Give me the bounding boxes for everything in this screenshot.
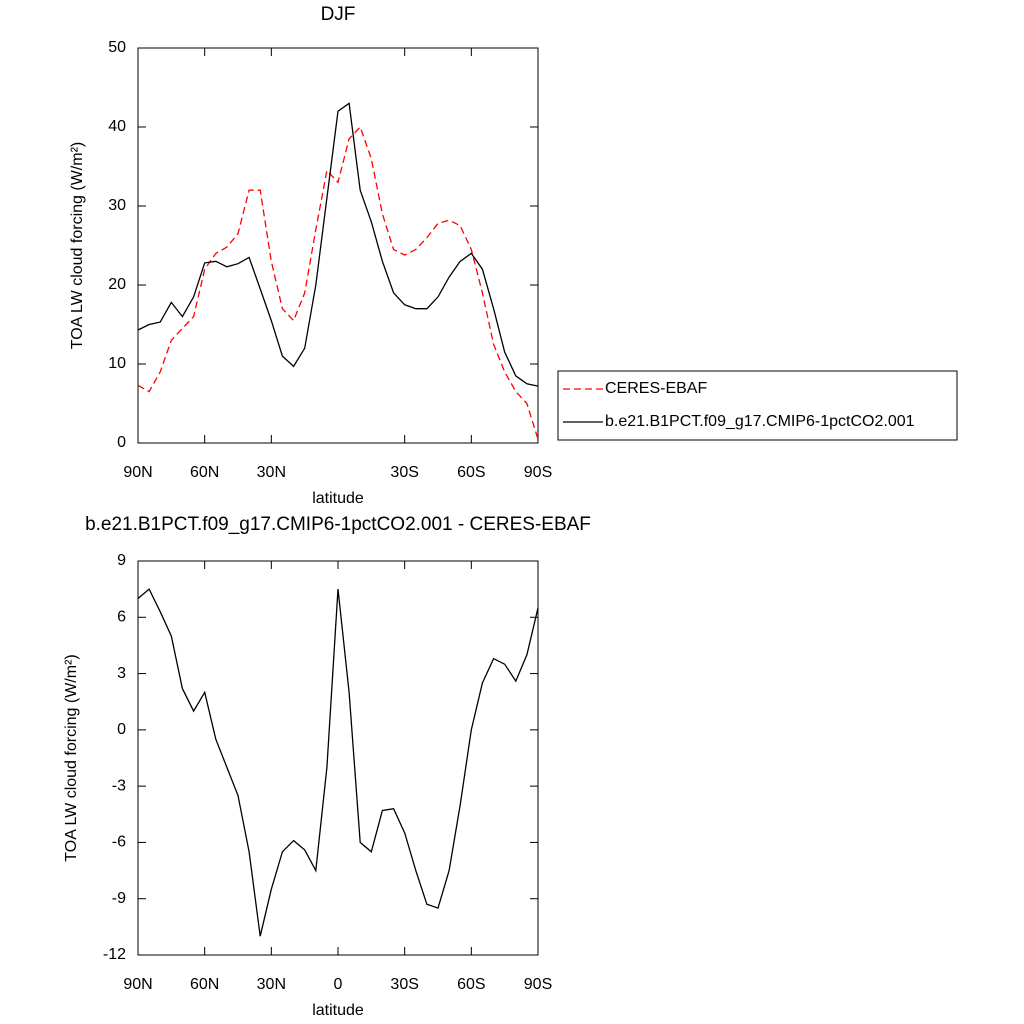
- x-tick-label: 90N: [123, 976, 152, 993]
- plot-frame: [137, 47, 539, 444]
- y-tick-label: 6: [117, 609, 126, 626]
- x-tick-label: 0: [334, 976, 343, 993]
- data-line: [137, 102, 539, 387]
- y-tick-label: 9: [117, 552, 126, 569]
- x-tick-label: 60S: [457, 464, 485, 481]
- y-tick-label: 3: [117, 665, 126, 682]
- y-tick-label: 0: [117, 434, 126, 451]
- y-tick-label: 20: [108, 276, 126, 293]
- y-tick-label: 30: [108, 197, 126, 214]
- y-tick-label: 50: [108, 39, 126, 56]
- chart-title: DJF: [321, 4, 356, 25]
- legend-box: [557, 370, 958, 441]
- x-tick-label: 30N: [257, 976, 286, 993]
- y-tick-label: -12: [103, 946, 126, 963]
- x-tick-label: 90N: [123, 464, 152, 481]
- x-tick-label: 90S: [524, 976, 552, 993]
- x-tick-label: 90S: [524, 464, 552, 481]
- y-tick-label: 10: [108, 355, 126, 372]
- x-tick-label: 60N: [190, 976, 219, 993]
- y-tick-label: -6: [112, 834, 126, 851]
- x-tick-label: 30S: [390, 976, 418, 993]
- y-tick-label: -9: [112, 890, 126, 907]
- x-tick-label: 30S: [390, 464, 418, 481]
- x-axis-label: latitude: [312, 1002, 364, 1019]
- legend-label: CERES-EBAF: [605, 380, 707, 397]
- x-tick-label: 60S: [457, 976, 485, 993]
- y-tick-label: -3: [112, 777, 126, 794]
- y-tick-label: 40: [108, 118, 126, 135]
- y-axis-label: TOA LW cloud forcing (W/m²): [69, 142, 86, 349]
- y-axis-label: TOA LW cloud forcing (W/m²): [63, 654, 80, 861]
- x-tick-label: 30N: [257, 464, 286, 481]
- x-tick-label: 60N: [190, 464, 219, 481]
- y-tick-label: 0: [117, 721, 126, 738]
- chart-title: b.e21.B1PCT.f09_g17.CMIP6-1pctCO2.001 - …: [85, 514, 591, 535]
- data-line: [137, 125, 539, 440]
- data-line: [137, 588, 539, 937]
- legend-label: b.e21.B1PCT.f09_g17.CMIP6-1pctCO2.001: [605, 413, 915, 430]
- x-axis-label: latitude: [312, 490, 364, 507]
- plot-frame: [137, 560, 539, 956]
